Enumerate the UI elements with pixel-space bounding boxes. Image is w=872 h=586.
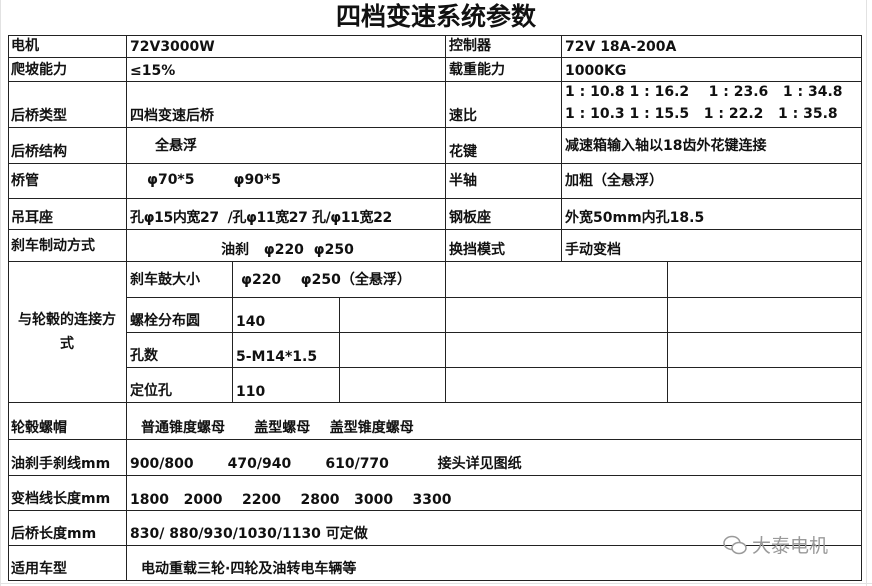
label-brake-line: 油刹手刹线mm [8, 440, 127, 476]
empty-cell [340, 298, 446, 333]
label-controller: 控制器 [446, 35, 562, 58]
value-climb: ≤15% [127, 58, 446, 82]
label-hole-count: 孔数 [127, 333, 233, 368]
label-bolt-circle: 螺栓分布圆 [127, 298, 233, 333]
ratio-line-1: 1 : 10.8 1 : 16.2 1 : 23.6 1 : 34.8 [565, 84, 843, 100]
label-axle-struct: 后桥结构 [8, 128, 127, 164]
value-axle-type: 四档变速后桥 [127, 82, 446, 128]
empty-cell [668, 298, 862, 333]
empty-cell [668, 262, 862, 298]
empty-cell [668, 333, 862, 368]
empty-cell [340, 368, 446, 403]
value-vehicle: 电动重载三轮·四轮及油转电车辆等 [127, 546, 862, 581]
value-shift-line: 1800 2000 2200 2800 3000 3300 [127, 476, 862, 511]
empty-cell [446, 333, 668, 368]
label-drum: 刹车鼓大小 [127, 262, 233, 298]
watermark: 大泰电机 [722, 531, 828, 558]
label-spline: 花键 [446, 128, 562, 164]
label-locating-hole: 定位孔 [127, 368, 233, 403]
wechat-icon [723, 535, 747, 554]
label-shift: 换挡模式 [446, 230, 562, 262]
label-brake: 刹车制动方式 [8, 230, 127, 262]
value-axle-struct: 全悬浮 [127, 128, 446, 164]
value-hole-count: 5-M14*1.5 [233, 333, 340, 368]
label-axle-length: 后桥长度mm [8, 511, 127, 546]
label-half-shaft: 半轴 [446, 164, 562, 199]
label-plate-seat: 钢板座 [446, 199, 562, 230]
value-tube: φ70*5 φ90*5 [127, 164, 446, 199]
label-hub-connection: 与轮毂的连接方式 [8, 262, 127, 403]
value-axle-length: 830/ 880/930/1030/1130 可定做 [127, 511, 862, 546]
label-vehicle: 适用车型 [8, 546, 127, 581]
empty-cell [446, 298, 668, 333]
label-load: 载重能力 [446, 58, 562, 82]
value-plate-seat: 外宽50mm内孔18.5 [562, 199, 862, 230]
value-nut: 普通锥度螺母 盖型螺母 盖型锥度螺母 [127, 403, 862, 440]
label-axle-type: 后桥类型 [8, 82, 127, 128]
value-controller: 72V 18A-200A [562, 35, 862, 58]
value-lug: 孔φ15内宽27 /孔φ11宽27 孔/φ11宽22 [127, 199, 446, 230]
label-shift-line: 变档线长度mm [8, 476, 127, 511]
value-brake: 油刹 φ220 φ250 [127, 230, 446, 262]
value-shift: 手动变档 [562, 230, 862, 262]
empty-cell [668, 368, 862, 403]
value-spline: 减速箱输入轴以18齿外花键连接 [562, 128, 862, 164]
value-ratio: 1 : 10.8 1 : 16.2 1 : 23.6 1 : 34.8 1 : … [562, 82, 862, 128]
ratio-line-2: 1 : 10.3 1 : 15.5 1 : 22.2 1 : 35.8 [565, 106, 838, 122]
label-tube: 桥管 [8, 164, 127, 199]
label-motor: 电机 [8, 35, 127, 58]
empty-cell [446, 262, 668, 298]
label-nut: 轮毂螺帽 [8, 403, 127, 440]
empty-cell [340, 333, 446, 368]
value-half-shaft: 加粗（全悬浮） [562, 164, 862, 199]
value-bolt-circle: 140 [233, 298, 340, 333]
value-brake-line: 900/800 470/940 610/770 接头详见图纸 [127, 440, 862, 476]
parameter-table [8, 35, 862, 581]
value-drum: φ220 φ250（全悬浮） [233, 262, 446, 298]
page-title: 四档变速系统参数 [335, 2, 536, 31]
label-climb: 爬坡能力 [8, 58, 127, 82]
value-load: 1000KG [562, 58, 862, 82]
label-ratio: 速比 [446, 82, 562, 128]
value-motor: 72V3000W [127, 35, 446, 58]
label-lug: 吊耳座 [8, 199, 127, 230]
empty-cell [446, 368, 668, 403]
value-locating-hole: 110 [233, 368, 340, 403]
watermark-text: 大泰电机 [752, 535, 829, 557]
